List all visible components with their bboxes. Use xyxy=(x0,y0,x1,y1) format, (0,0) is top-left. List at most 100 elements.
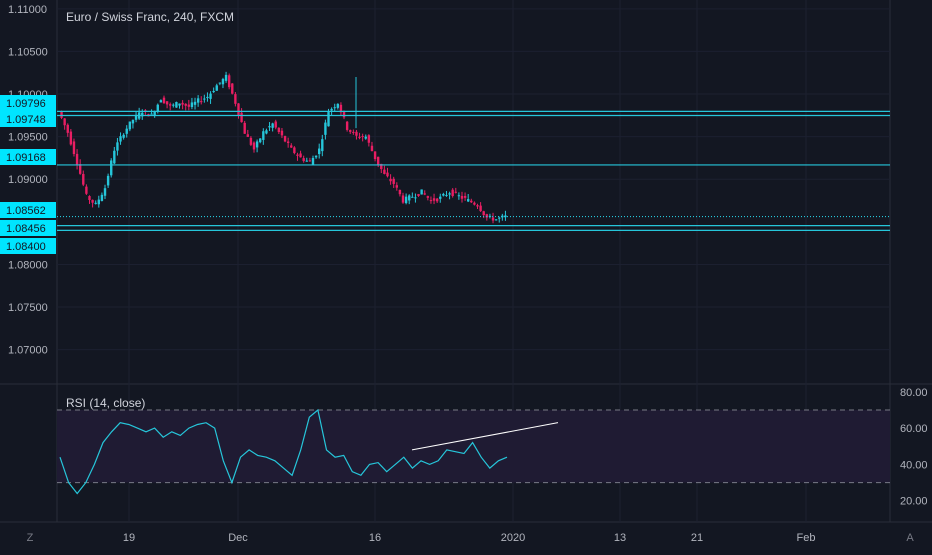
candle-body xyxy=(168,104,172,106)
candle-body xyxy=(91,199,94,203)
x-tick-label: 16 xyxy=(369,532,381,544)
candle-body xyxy=(60,111,63,118)
zoom-button[interactable]: Z xyxy=(26,532,34,544)
level-label: 1.09796 xyxy=(6,98,46,110)
candle-body xyxy=(268,126,271,128)
candle-body xyxy=(485,214,489,218)
candle-body xyxy=(243,122,246,134)
candle-body xyxy=(75,153,79,165)
level-label: 1.09168 xyxy=(6,152,46,164)
candle-body xyxy=(277,127,281,133)
candle-body xyxy=(408,195,411,201)
candle-body xyxy=(361,136,364,138)
x-tick-label: 21 xyxy=(691,532,703,544)
level-label-background xyxy=(0,220,56,236)
candle-body xyxy=(237,103,240,115)
candle-body xyxy=(299,153,302,158)
candle-body xyxy=(69,131,73,145)
y-tick-label: 1.07000 xyxy=(8,345,48,357)
candle-body xyxy=(383,169,386,174)
x-tick-label: Feb xyxy=(797,532,816,544)
x-tick-label: 13 xyxy=(614,532,626,544)
candle-body xyxy=(255,141,259,148)
candle-body xyxy=(249,137,253,145)
candle-body xyxy=(333,107,336,109)
candle-body xyxy=(414,197,417,199)
candle-body xyxy=(317,148,321,155)
candle-body xyxy=(172,104,175,106)
candle-body xyxy=(224,74,228,81)
candle-body xyxy=(417,194,420,196)
candle-body xyxy=(280,130,284,136)
rsi-line xyxy=(59,408,508,495)
candle-body xyxy=(82,173,85,185)
candle-body xyxy=(119,136,122,142)
candle-body xyxy=(271,123,274,128)
candle-body xyxy=(479,205,482,212)
candle-body xyxy=(460,195,464,199)
candle-body xyxy=(442,193,445,196)
candle-body xyxy=(218,82,222,84)
candle-body xyxy=(457,195,461,197)
candle-body xyxy=(72,141,76,155)
candle-body xyxy=(482,211,485,216)
candle-body xyxy=(66,124,69,133)
candle-body xyxy=(259,138,262,143)
candle-body xyxy=(308,160,312,162)
candle-body xyxy=(389,178,392,182)
candle-body xyxy=(423,193,426,195)
candle-body xyxy=(504,215,507,218)
candle-body xyxy=(78,164,82,174)
level-label: 1.09748 xyxy=(6,114,46,126)
auto-scale-button[interactable]: A xyxy=(906,532,914,544)
candle-body xyxy=(420,189,423,195)
y-tick-label: 1.10500 xyxy=(8,46,48,58)
candle-body xyxy=(324,122,327,135)
candle-body xyxy=(352,131,355,133)
candle-body xyxy=(246,134,250,137)
level-label: 1.08456 xyxy=(6,223,46,235)
candle-body xyxy=(355,131,358,136)
candle-body xyxy=(367,135,371,143)
candle-body xyxy=(463,195,467,198)
candle-body xyxy=(85,186,88,194)
candle-body xyxy=(439,196,442,199)
candle-body xyxy=(327,112,330,127)
candle-body xyxy=(386,172,389,177)
candle-body xyxy=(190,102,194,108)
candle-body xyxy=(144,110,147,112)
candle-body xyxy=(193,101,197,105)
candle-body xyxy=(274,121,277,128)
candle-body xyxy=(373,151,377,160)
candle-body xyxy=(131,119,135,124)
candle-body xyxy=(293,147,296,154)
candle-body xyxy=(88,196,91,200)
rsi-trendline xyxy=(411,422,559,451)
candle-body xyxy=(426,196,430,198)
candle-body xyxy=(470,200,473,203)
candle-body xyxy=(97,199,101,205)
candle-body xyxy=(200,101,203,103)
candle-body xyxy=(411,196,414,198)
candle-body xyxy=(283,136,287,142)
chart-title: Euro / Swiss Franc, 240, FXCM xyxy=(66,10,234,24)
candle-body xyxy=(128,121,132,130)
candle-body xyxy=(116,142,119,151)
candle-body xyxy=(395,185,399,188)
y-tick-label: 1.07500 xyxy=(8,302,48,314)
candle-body xyxy=(150,113,153,115)
candle-body xyxy=(63,118,66,126)
candle-body xyxy=(100,194,104,201)
candle-body xyxy=(342,110,346,118)
candle-body xyxy=(451,189,454,196)
candle-body xyxy=(113,150,116,164)
candle-body xyxy=(404,196,408,204)
level-label: 1.08562 xyxy=(6,205,46,217)
candle-body xyxy=(187,104,191,107)
candle-body xyxy=(106,175,110,186)
y-tick-label: 1.08000 xyxy=(8,259,48,271)
candle-body xyxy=(94,202,97,204)
candle-body xyxy=(321,139,324,152)
